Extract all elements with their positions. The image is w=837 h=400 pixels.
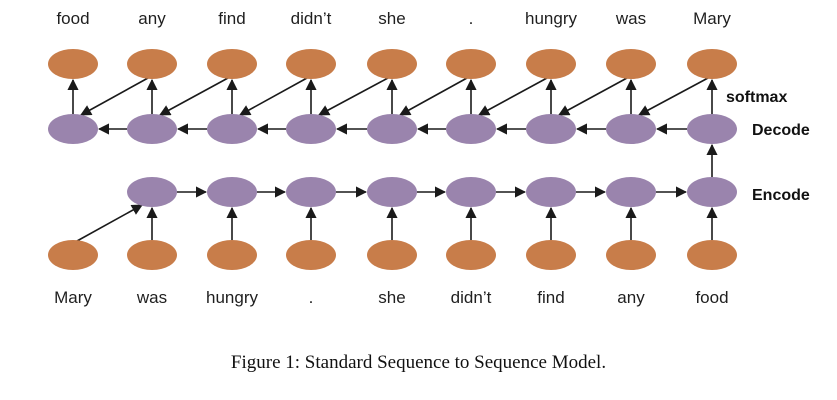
decode-label: Decode: [752, 122, 810, 139]
output-word: was: [615, 9, 646, 28]
feedback-arrow: [558, 77, 628, 116]
decoder-state-node: [526, 114, 576, 144]
feedback-arrow: [318, 77, 389, 116]
decoder-state-node: [48, 114, 98, 144]
encoder-state-node: [207, 177, 257, 207]
arrows-layer: [67, 77, 718, 242]
input-word-node: [446, 240, 496, 270]
decoder-state-node: [286, 114, 336, 144]
output-word-node: [687, 49, 737, 79]
decoder-state-node: [687, 114, 737, 144]
feedback-arrow: [239, 77, 308, 116]
decoder-state-node: [207, 114, 257, 144]
input-word: she: [378, 288, 405, 307]
feedback-arrow: [159, 77, 229, 116]
encode-label: Encode: [752, 187, 810, 204]
input-word: was: [136, 288, 167, 307]
input-arrow: [76, 204, 143, 242]
decoder-state-node: [127, 114, 177, 144]
figure-caption: Figure 1: Standard Sequence to Sequence …: [230, 352, 607, 373]
input-word-node: [48, 240, 98, 270]
output-word-node: [446, 49, 496, 79]
input-word-node: [367, 240, 417, 270]
output-word: Mary: [693, 9, 731, 28]
input-word-node: [606, 240, 656, 270]
input-word: any: [617, 288, 645, 307]
softmax-label: softmax: [726, 89, 787, 106]
output-word-node: [127, 49, 177, 79]
output-word: food: [56, 9, 89, 28]
input-word-node: [207, 240, 257, 270]
input-word-node: [286, 240, 336, 270]
input-word-node: [526, 240, 576, 270]
encoder-state-node: [127, 177, 177, 207]
output-word: any: [138, 9, 166, 28]
input-word: food: [695, 288, 728, 307]
input-word-node: [687, 240, 737, 270]
output-word-node: [286, 49, 336, 79]
output-word: she: [378, 9, 405, 28]
encoder-state-node: [367, 177, 417, 207]
seq2seq-diagram: food any find didn’t she. hungry was Mary Mary wa…: [48, 9, 810, 307]
encoder-state-node: [687, 177, 737, 207]
input-word: find: [537, 288, 564, 307]
output-word: didn’t: [291, 9, 332, 28]
feedback-arrow: [399, 77, 468, 116]
output-word: hungry: [525, 9, 577, 28]
encoder-state-node: [606, 177, 656, 207]
output-word: find: [218, 9, 245, 28]
output-word-node: [48, 49, 98, 79]
output-word-node: [606, 49, 656, 79]
nodes-layer: [48, 49, 737, 270]
encoder-state-node: [446, 177, 496, 207]
input-word-node: [127, 240, 177, 270]
input-word: didn’t: [451, 288, 492, 307]
feedback-arrow: [80, 77, 149, 116]
input-word: hungry: [206, 288, 258, 307]
decoder-state-node: [367, 114, 417, 144]
feedback-arrow: [478, 77, 548, 116]
output-word-node: [526, 49, 576, 79]
output-word-node: [367, 49, 417, 79]
output-word: .: [469, 9, 474, 28]
encoder-state-node: [526, 177, 576, 207]
input-word: Mary: [54, 288, 92, 307]
words-layer: food any find didn’t she. hungry was Mary Mary wa…: [54, 9, 731, 307]
decoder-state-node: [446, 114, 496, 144]
decoder-state-node: [606, 114, 656, 144]
input-word: .: [309, 288, 314, 307]
encoder-state-node: [286, 177, 336, 207]
feedback-arrow: [638, 77, 709, 116]
output-word-node: [207, 49, 257, 79]
